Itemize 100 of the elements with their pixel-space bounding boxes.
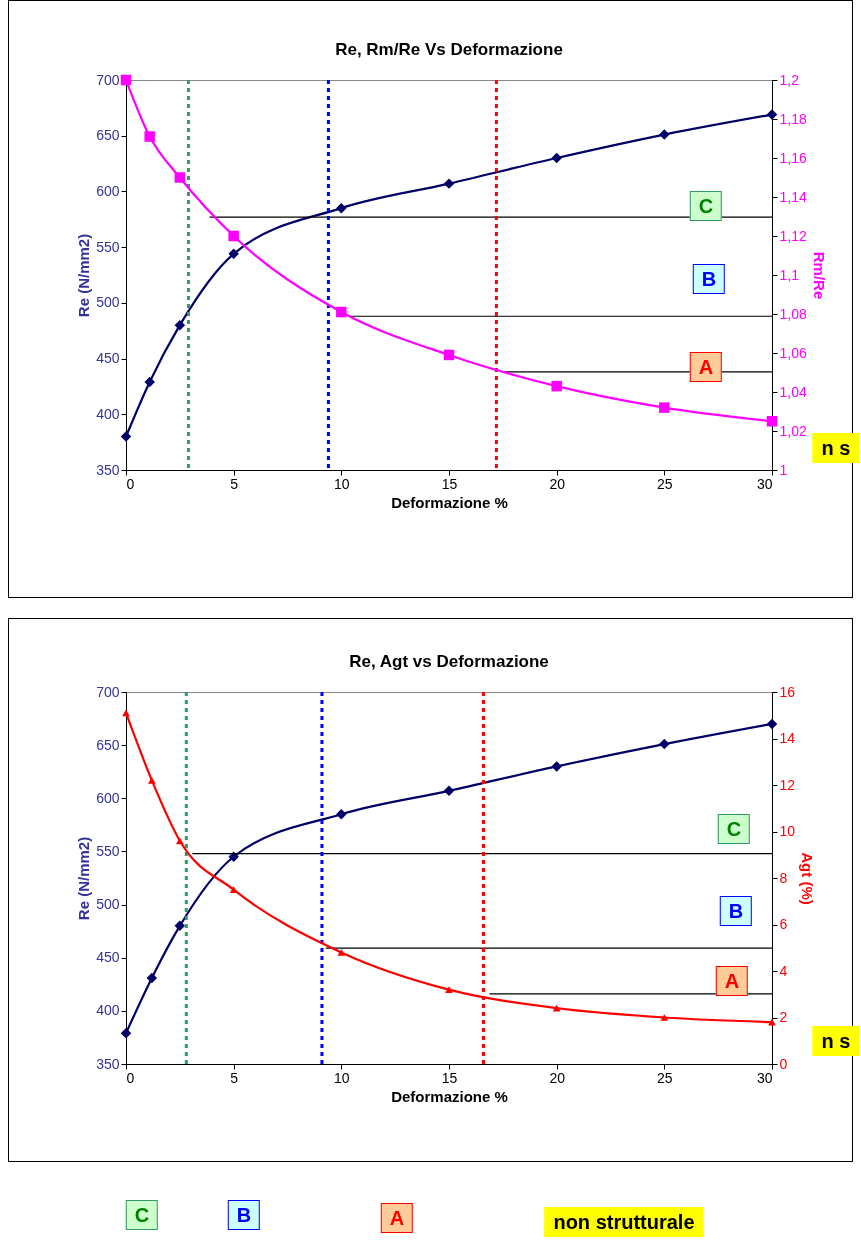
- point: [147, 777, 156, 784]
- y2-tick-label: 14: [779, 730, 796, 746]
- point: [144, 376, 155, 388]
- x-tick-label: 10: [334, 475, 350, 492]
- point: [336, 202, 347, 214]
- x-tick-label: 5: [230, 1069, 239, 1086]
- y2-tick-label: 0: [779, 1055, 788, 1072]
- y-tick-label: 600: [96, 789, 120, 806]
- point: [768, 1018, 776, 1026]
- annotation: C: [689, 191, 723, 221]
- point: [552, 1004, 561, 1012]
- annotation: B: [692, 264, 726, 294]
- y2-tick-label: 1: [779, 461, 788, 478]
- y-tick-label: 650: [96, 736, 120, 753]
- x-tick-label: 0: [126, 475, 135, 492]
- annotation: A: [715, 966, 749, 996]
- point: [336, 808, 347, 820]
- point: [551, 152, 562, 164]
- y2-tick-label: 16: [779, 683, 796, 700]
- point: [229, 886, 238, 893]
- y-tick-label: 650: [96, 127, 120, 144]
- point: [551, 761, 562, 772]
- y-tick-label: 500: [96, 294, 120, 311]
- y-tick-label: 450: [96, 350, 120, 367]
- y-tick-label: 550: [96, 842, 120, 859]
- y-tick-label: 600: [96, 182, 120, 199]
- y2-tick-label: 2: [779, 1009, 788, 1025]
- y-tick-label: 350: [96, 1055, 120, 1072]
- y2-tick-label: 1,2: [779, 71, 800, 88]
- x-tick-label: 25: [657, 475, 673, 492]
- y2-tick-label: 12: [779, 776, 796, 793]
- y-tick-label: 550: [96, 238, 120, 255]
- point: [174, 920, 186, 932]
- point: [228, 851, 239, 862]
- annotation: C: [717, 814, 751, 844]
- point: [766, 416, 778, 427]
- text: C: [125, 1200, 159, 1230]
- x-tick-label: 10: [334, 1069, 350, 1086]
- x-tick-label: 20: [549, 1069, 566, 1086]
- y2-tick-label: 1,12: [779, 227, 807, 244]
- point: [337, 949, 346, 956]
- y2-tick-label: 1,16: [779, 149, 807, 166]
- text: non strutturale: [544, 1207, 704, 1237]
- point: [443, 349, 455, 361]
- annotation: A: [689, 352, 723, 382]
- x-tick-label: 20: [549, 475, 566, 492]
- y-tick-label: 450: [96, 949, 120, 966]
- point: [766, 718, 778, 730]
- y-tick-label: 700: [96, 683, 120, 700]
- y2-tick-label: 1,08: [779, 305, 807, 322]
- y2-tick-label: 1,04: [779, 383, 807, 400]
- point: [120, 1027, 132, 1039]
- point: [336, 306, 347, 318]
- point: [228, 230, 239, 242]
- point: [175, 837, 184, 845]
- y2-tick-label: 8: [779, 869, 788, 886]
- y2-tick-label: 10: [779, 823, 796, 839]
- point: [766, 109, 778, 120]
- point: [122, 709, 130, 717]
- y2-tick-label: 1,18: [779, 110, 807, 127]
- y-axis-title: Re (N/mm2): [75, 836, 93, 921]
- x-axis-title: Deformazione %: [391, 493, 508, 511]
- y2-tick-label: 1,1: [779, 266, 800, 283]
- point: [551, 380, 562, 392]
- chart-title: Re, Rm/Re Vs Deformazione: [335, 40, 563, 59]
- y-axis-title: Re (N/mm2): [75, 233, 93, 318]
- y-tick-label: 400: [96, 1002, 120, 1019]
- text: A: [380, 1203, 414, 1233]
- point: [659, 129, 670, 140]
- y2-tick-label: 4: [779, 962, 788, 979]
- y2-tick-label: 6: [779, 916, 788, 932]
- point: [174, 172, 186, 183]
- x-tick-label: 30: [756, 1069, 773, 1086]
- text: n s: [812, 433, 860, 463]
- point: [174, 319, 186, 331]
- y2-tick-label: 1,06: [779, 344, 807, 361]
- point: [144, 131, 155, 142]
- y2-tick-label: 1,02: [779, 422, 807, 439]
- point: [443, 785, 455, 797]
- point: [120, 74, 132, 86]
- point: [660, 1014, 669, 1021]
- y-tick-label: 350: [96, 461, 120, 478]
- y-tick-label: 400: [96, 405, 120, 422]
- x-axis-title: Deformazione %: [391, 1087, 508, 1105]
- x-tick-label: 25: [657, 1069, 673, 1086]
- y2-axis-title: Agt (%): [799, 852, 817, 905]
- y-tick-label: 500: [96, 896, 120, 913]
- point: [443, 178, 455, 189]
- x-tick-label: 30: [756, 475, 773, 492]
- text: B: [227, 1200, 261, 1230]
- point: [659, 402, 670, 413]
- y-tick-label: 700: [96, 71, 120, 88]
- x-tick-label: 0: [126, 1069, 135, 1086]
- x-tick-label: 15: [441, 1069, 458, 1086]
- point: [228, 248, 239, 260]
- x-tick-label: 15: [441, 475, 458, 492]
- annotation: B: [719, 896, 753, 926]
- point: [659, 738, 670, 750]
- x-tick-label: 5: [230, 475, 239, 492]
- chart-title: Re, Agt vs Deformazione: [349, 652, 549, 671]
